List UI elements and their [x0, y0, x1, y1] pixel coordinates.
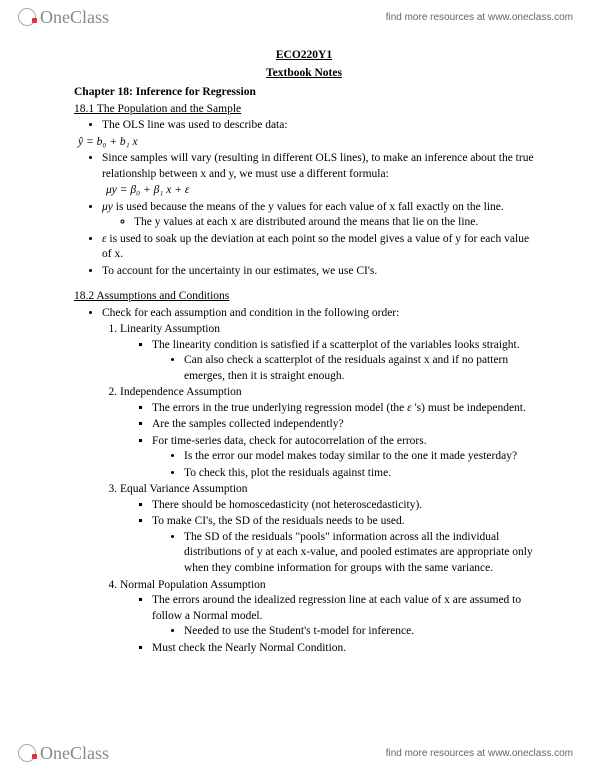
list-item: The y values at each x are distributed a… — [134, 215, 534, 231]
list-item: Must check the Nearly Normal Condition. — [152, 641, 534, 657]
list-item: Check for each assumption and condition … — [102, 306, 534, 322]
assumption-linearity: Linearity Assumption The linearity condi… — [120, 322, 534, 384]
doc-subtitle: Textbook Notes — [74, 66, 534, 82]
list-item: Can also check a scatterplot of the resi… — [184, 353, 534, 384]
brand-logo-footer: OneClass — [18, 743, 109, 764]
document-body: ECO220Y1 Textbook Notes Chapter 18: Infe… — [74, 48, 534, 657]
list-item: The linearity condition is satisfied if … — [152, 338, 534, 385]
section-1-list: The OLS line was used to describe data: — [74, 118, 534, 134]
list-item: To check this, plot the residuals agains… — [184, 466, 534, 482]
list-item: ε is used to soak up the deviation at ea… — [102, 232, 534, 263]
brand-logo: OneClass — [18, 7, 109, 28]
list-item: Are the samples collected independently? — [152, 417, 534, 433]
list-item: Is the error our model makes today simil… — [184, 449, 534, 465]
header-tagline: find more resources at www.oneclass.com — [386, 12, 573, 23]
section-2-title: 18.2 Assumptions and Conditions — [74, 289, 534, 305]
page-header: OneClass find more resources at www.onec… — [0, 0, 595, 34]
footer-tagline: find more resources at www.oneclass.com — [386, 748, 573, 759]
list-item: μy is used because the means of the y va… — [102, 200, 534, 231]
list-item: The errors around the idealized regressi… — [152, 593, 534, 640]
list-item: For time-series data, check for autocorr… — [152, 434, 534, 482]
chapter-title: Chapter 18: Inference for Regression — [74, 85, 534, 101]
section-1-title: 18.1 The Population and the Sample — [74, 102, 534, 118]
course-code: ECO220Y1 — [74, 48, 534, 64]
logo-icon — [18, 744, 36, 762]
list-item: To make CI's, the SD of the residuals ne… — [152, 514, 534, 576]
list-item: The SD of the residuals "pools" informat… — [184, 530, 534, 577]
page-footer: OneClass find more resources at www.onec… — [0, 736, 595, 770]
list-item: To account for the uncertainty in our es… — [102, 264, 534, 280]
assumption-equal-variance: Equal Variance Assumption There should b… — [120, 482, 534, 576]
logo-icon — [18, 8, 36, 26]
assumptions-list: Linearity Assumption The linearity condi… — [74, 322, 534, 656]
list-item: There should be homoscedasticity (not he… — [152, 498, 534, 514]
formula-ols: ŷ = b₀ + b₁ x — [78, 135, 534, 151]
assumption-normal: Normal Population Assumption The errors … — [120, 578, 534, 657]
list-item: Needed to use the Student's t-model for … — [184, 624, 534, 640]
formula-population: μy = β₀ + β₁ x + ε — [106, 183, 534, 199]
list-item: The OLS line was used to describe data: — [102, 118, 534, 134]
list-item: Since samples will vary (resulting in di… — [102, 151, 534, 182]
assumption-independence: Independence Assumption The errors in th… — [120, 385, 534, 481]
brand-name: OneClass — [40, 7, 109, 28]
brand-name: OneClass — [40, 743, 109, 764]
list-item: The errors in the true underlying regres… — [152, 401, 534, 417]
